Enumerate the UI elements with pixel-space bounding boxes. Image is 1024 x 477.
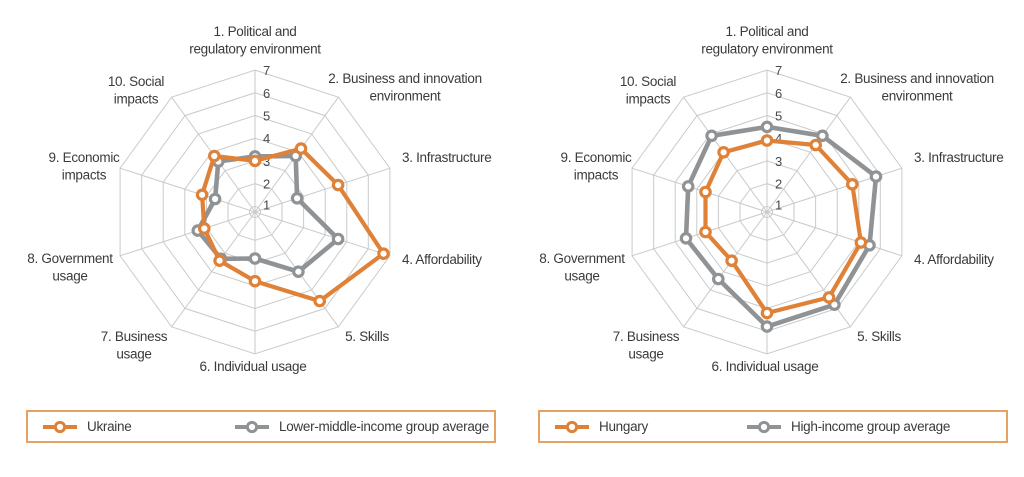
tick-label: 2 (263, 177, 270, 192)
data-point-marker (198, 222, 211, 235)
axis-label: 8. Government usage (27, 251, 113, 284)
legend-label-lmi-average: Lower-middle-income group average (279, 419, 489, 434)
data-point-marker (213, 254, 226, 267)
legend-label-hi-average: High-income group average (791, 419, 951, 434)
radar-chart-ukraine: 1 2 3 4 5 6 7 1. Political and regulatory enviro… (0, 0, 512, 400)
legend-ukraine: Ukraine Lower-middle-income group averag… (26, 410, 496, 443)
axis-label: 7. Business usage (613, 329, 680, 362)
data-point-marker (699, 225, 712, 239)
tick-label: 1 (775, 197, 782, 212)
data-point-marker (208, 149, 221, 163)
data-point-marker (845, 178, 859, 191)
data-point-marker (725, 254, 738, 267)
data-point-marker (854, 236, 868, 249)
data-point-marker (760, 306, 774, 320)
data-point-marker (208, 192, 222, 206)
data-point-marker (681, 180, 695, 193)
legend-item-hi-average: High-income group average (746, 412, 950, 441)
legend-item-ukraine: Ukraine (42, 412, 132, 441)
data-point-marker (331, 232, 345, 246)
axis-label: 4. Affordability (402, 252, 482, 267)
data-point-marker (869, 170, 883, 183)
data-point-marker (248, 252, 262, 265)
data-point-marker (294, 142, 308, 155)
radar-chart-hungary: 1 2 3 4 5 6 7 1. Political and regulatory enviro… (512, 0, 1024, 400)
data-point-marker (760, 120, 774, 134)
axis-label: 8. Government usage (539, 251, 625, 284)
axis-label: 3. Infrastructure (402, 150, 491, 165)
axis-labels: 1. Political and regulatory environment2.… (539, 24, 1003, 374)
data-point-marker (195, 188, 209, 202)
series-line-marker-icon (555, 420, 589, 433)
data-point-marker (377, 247, 390, 260)
axis-label: 7. Business usage (101, 329, 168, 362)
axis-label: 1. Political and regulatory environment (701, 24, 833, 57)
data-point-marker (717, 146, 730, 159)
radial-tick-labels: 1 2 3 4 5 6 7 (263, 63, 270, 212)
series-line-marker-icon (235, 420, 269, 433)
tick-label: 6 (775, 86, 782, 101)
data-point-marker (712, 272, 725, 286)
tick-label: 4 (263, 131, 270, 146)
axis-label: 1. Political and regulatory environment (189, 24, 321, 57)
tick-label: 4 (775, 131, 782, 146)
radial-tick-labels: 1 2 3 4 5 6 7 (775, 63, 782, 212)
tick-label: 5 (263, 109, 270, 124)
data-point-marker (292, 265, 305, 278)
tick-label: 7 (775, 63, 782, 78)
axis-label: 2. Business and innovation environment (328, 71, 482, 104)
tick-label: 6 (263, 86, 270, 101)
data-point-marker (705, 129, 718, 143)
data-point-marker (313, 294, 326, 308)
axis-label: 9. Economic impacts (49, 150, 121, 183)
data-point-marker (809, 138, 822, 152)
axis-label: 9. Economic impacts (561, 150, 633, 183)
data-point-marker (816, 129, 829, 143)
tick-label: 7 (263, 63, 270, 78)
series-line-marker-icon (43, 420, 77, 433)
data-point-marker (248, 274, 262, 288)
tick-label: 3 (263, 154, 270, 169)
axis-label: 4. Affordability (914, 252, 994, 267)
tick-label: 5 (775, 109, 782, 124)
data-point-marker (679, 232, 693, 245)
axis-label: 5. Skills (345, 329, 389, 344)
radar-grid (119, 69, 391, 355)
series-primary (195, 142, 390, 308)
data-point-marker (331, 178, 345, 192)
legend-hungary: Hungary High-income group average (538, 410, 1008, 443)
legend-label-ukraine: Ukraine (87, 419, 132, 434)
data-point-marker (290, 192, 304, 205)
tick-label: 2 (775, 177, 782, 192)
tick-label: 1 (263, 197, 270, 212)
series-line-marker-icon (747, 420, 781, 433)
axis-label: 6. Individual usage (712, 359, 819, 374)
data-point-marker (248, 154, 262, 168)
axis-label: 6. Individual usage (200, 359, 307, 374)
axis-labels: 1. Political and regulatory environment2.… (27, 24, 491, 374)
axis-label: 10. Social impacts (108, 74, 165, 107)
legend-item-hungary: Hungary (554, 412, 648, 441)
data-point-marker (699, 185, 712, 199)
data-point-marker (760, 134, 774, 147)
legend-item-lmi-average: Lower-middle-income group average (234, 412, 489, 441)
legend-label-hungary: Hungary (599, 419, 648, 434)
data-point-marker (822, 291, 836, 304)
data-point-marker (760, 320, 774, 333)
axis-label: 5. Skills (857, 329, 901, 344)
axis-label: 3. Infrastructure (914, 150, 1003, 165)
axis-label: 2. Business and innovation environment (840, 71, 994, 104)
tick-label: 3 (775, 154, 782, 169)
series-average (191, 149, 345, 278)
axis-label: 10. Social impacts (620, 74, 677, 107)
series-primary (699, 134, 868, 320)
